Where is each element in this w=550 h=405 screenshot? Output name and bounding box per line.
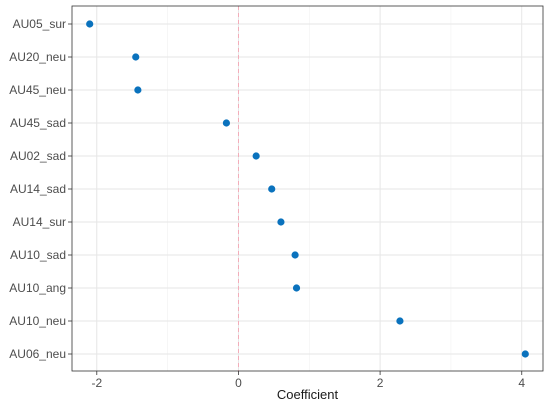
data-point bbox=[521, 350, 529, 358]
y-tick-label: AU02_sad bbox=[10, 149, 66, 163]
data-point bbox=[86, 20, 94, 28]
x-tick-label: 4 bbox=[518, 376, 525, 390]
grid-lines bbox=[72, 6, 543, 371]
x-axis-title: Coefficient bbox=[277, 387, 339, 402]
y-tick-label: AU10_sad bbox=[10, 248, 66, 262]
y-axis-ticks: AU05_sur AU20_neu AU45_neu AU45_sad AU02_sad… bbox=[9, 17, 72, 361]
data-point bbox=[132, 53, 140, 61]
data-points bbox=[86, 20, 529, 358]
data-point bbox=[291, 251, 299, 259]
y-tick-label: AU14_sad bbox=[10, 182, 66, 196]
y-tick-label: AU06_neu bbox=[9, 347, 66, 361]
y-tick-label: AU20_neu bbox=[9, 50, 66, 64]
data-point bbox=[252, 152, 260, 160]
data-point bbox=[396, 317, 404, 325]
x-tick-label: -2 bbox=[91, 376, 102, 390]
data-point bbox=[292, 284, 301, 292]
plot-panel-border bbox=[71, 5, 544, 372]
data-point bbox=[222, 119, 231, 127]
data-point bbox=[268, 185, 276, 193]
data-point bbox=[277, 218, 285, 226]
y-tick-label: AU10_ang bbox=[9, 281, 66, 295]
y-tick-label: AU10_neu bbox=[9, 314, 66, 328]
x-tick-label: 2 bbox=[377, 376, 384, 390]
y-tick-label: AU45_sad bbox=[10, 116, 66, 130]
y-tick-label: AU45_neu bbox=[9, 83, 66, 97]
x-tick-label: 0 bbox=[235, 376, 242, 390]
data-point bbox=[134, 86, 142, 94]
x-axis-ticks: -2 0 2 4 bbox=[91, 371, 525, 390]
y-tick-label: AU05_sur bbox=[13, 17, 66, 31]
y-tick-label: AU14_sur bbox=[13, 215, 66, 229]
